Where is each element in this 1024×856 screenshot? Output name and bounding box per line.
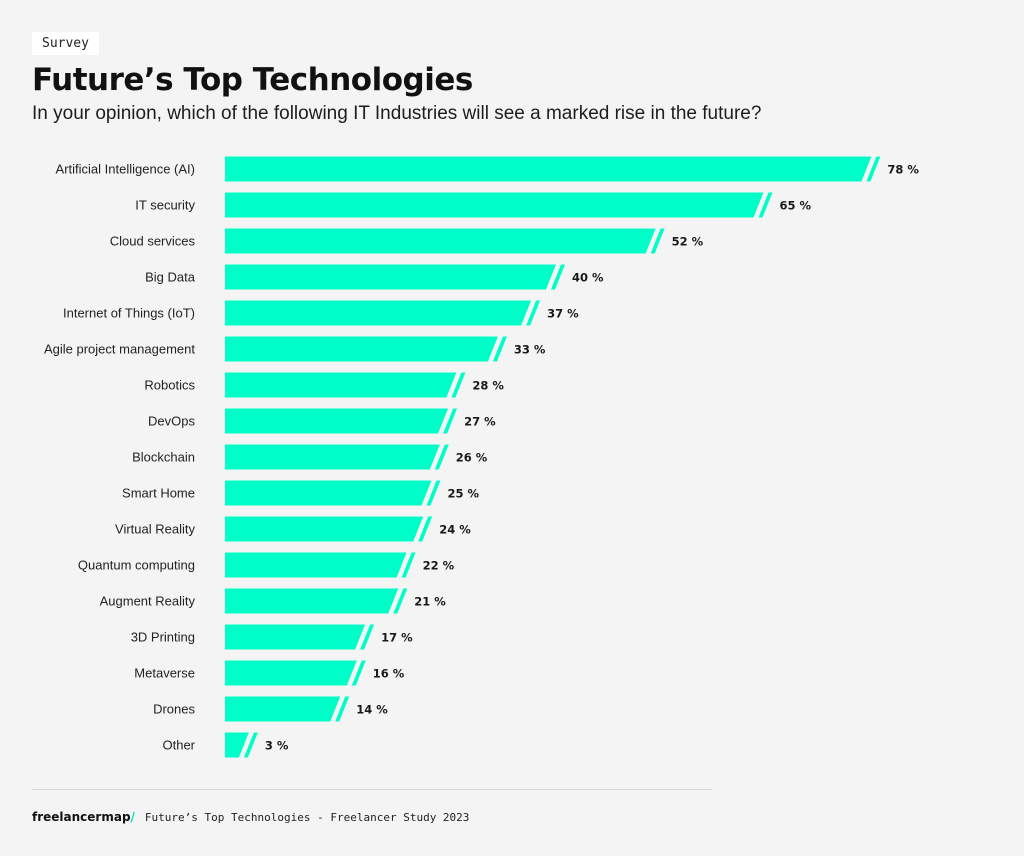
value-label: 27 % xyxy=(464,415,496,429)
category-label: Augment Reality xyxy=(100,594,196,609)
category-label: Internet of Things (IoT) xyxy=(63,306,195,321)
footer-divider xyxy=(32,789,712,790)
bar-slash xyxy=(443,408,458,434)
bar xyxy=(225,228,656,254)
value-label: 40 % xyxy=(572,271,604,285)
bar-slash xyxy=(551,264,565,290)
bar xyxy=(225,660,357,686)
survey-tag: Survey xyxy=(32,32,99,55)
bar-slash xyxy=(418,516,433,542)
bar-slash xyxy=(866,156,881,182)
bar xyxy=(225,480,432,506)
bar xyxy=(225,552,407,578)
bar xyxy=(225,408,449,434)
chart-title: Future’s Top Technologies xyxy=(32,62,473,98)
bar-slash xyxy=(401,552,416,578)
value-label: 3 % xyxy=(265,739,289,753)
bar xyxy=(225,192,764,218)
bar xyxy=(225,732,249,758)
bar xyxy=(225,264,556,290)
bar-slash xyxy=(335,696,350,722)
category-label: Virtual Reality xyxy=(115,522,195,537)
category-label: Drones xyxy=(153,702,195,717)
bar xyxy=(225,444,440,470)
category-label: Smart Home xyxy=(122,486,195,501)
value-label: 24 % xyxy=(439,523,471,537)
bar xyxy=(225,336,498,362)
value-label: 26 % xyxy=(456,451,488,465)
value-label: 33 % xyxy=(514,343,546,357)
value-label: 14 % xyxy=(356,703,388,717)
category-label: Big Data xyxy=(145,270,196,285)
bar-slash xyxy=(426,480,441,506)
bar-slash xyxy=(492,336,507,362)
value-label: 16 % xyxy=(373,667,405,681)
category-label: Robotics xyxy=(144,378,195,393)
bar-slash xyxy=(351,660,366,686)
brand-logo: freelancermap xyxy=(32,810,131,824)
category-label: Cloud services xyxy=(110,234,196,249)
footer-caption: Future’s Top Technologies - Freelancer S… xyxy=(144,811,470,824)
bar xyxy=(225,624,366,650)
bar-slash xyxy=(360,624,375,650)
category-label: Artificial Intelligence (AI) xyxy=(56,162,195,177)
bar-slash xyxy=(650,228,665,254)
footer: freelancermap / Future’s Top Technologie… xyxy=(32,810,469,824)
category-label: Agile project management xyxy=(44,342,195,357)
bar xyxy=(225,372,457,398)
brand-slash: / xyxy=(130,810,135,824)
category-label: 3D Printing xyxy=(131,630,195,645)
bar-slash xyxy=(451,372,466,398)
bar-slash xyxy=(526,300,541,326)
category-label: Quantum computing xyxy=(78,558,195,573)
bar-slash xyxy=(243,732,258,758)
bar xyxy=(225,156,872,182)
bar-slash xyxy=(758,192,773,218)
bar xyxy=(225,588,399,614)
bar-slash xyxy=(393,588,408,614)
category-label: DevOps xyxy=(148,414,195,429)
value-label: 78 % xyxy=(887,163,919,177)
value-label: 25 % xyxy=(448,487,480,501)
value-label: 22 % xyxy=(423,559,455,573)
value-label: 37 % xyxy=(547,307,579,321)
category-label: Blockchain xyxy=(132,450,195,465)
value-label: 28 % xyxy=(472,379,504,393)
bar xyxy=(225,516,424,542)
bar-slash xyxy=(434,444,449,470)
value-label: 65 % xyxy=(780,199,812,213)
bar-chart: Artificial Intelligence (AI) 78 % IT secur… xyxy=(44,156,919,758)
bar xyxy=(225,696,341,722)
value-label: 21 % xyxy=(414,595,446,609)
value-label: 17 % xyxy=(381,631,413,645)
category-label: Metaverse xyxy=(134,666,195,681)
category-label: IT security xyxy=(135,198,195,213)
value-label: 52 % xyxy=(672,235,704,249)
bar xyxy=(225,300,532,326)
category-label: Other xyxy=(162,738,195,753)
chart-subtitle: In your opinion, which of the following … xyxy=(32,103,762,124)
